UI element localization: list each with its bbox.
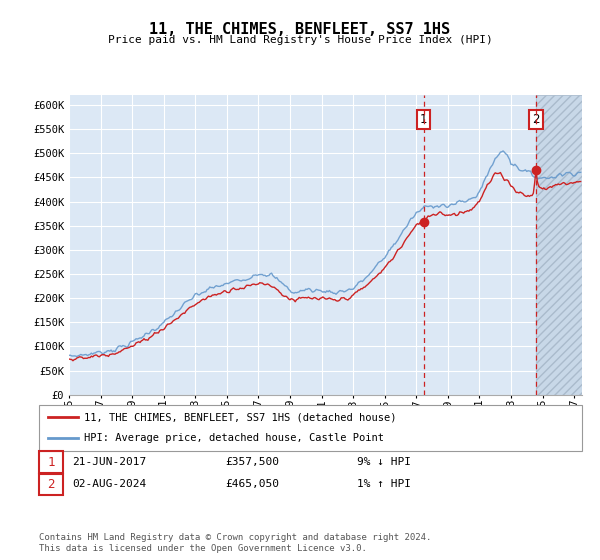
Text: HPI: Average price, detached house, Castle Point: HPI: Average price, detached house, Cast… <box>84 433 384 444</box>
Text: 1: 1 <box>47 455 55 469</box>
Text: 9% ↓ HPI: 9% ↓ HPI <box>357 457 411 467</box>
Text: 2: 2 <box>532 113 539 126</box>
Text: £465,050: £465,050 <box>225 479 279 489</box>
Text: Price paid vs. HM Land Registry's House Price Index (HPI): Price paid vs. HM Land Registry's House … <box>107 35 493 45</box>
Bar <box>536 95 582 395</box>
Text: 21-JUN-2017: 21-JUN-2017 <box>72 457 146 467</box>
Text: 2: 2 <box>47 478 55 491</box>
Text: £357,500: £357,500 <box>225 457 279 467</box>
Text: 1: 1 <box>420 113 427 126</box>
Text: 1% ↑ HPI: 1% ↑ HPI <box>357 479 411 489</box>
Text: 02-AUG-2024: 02-AUG-2024 <box>72 479 146 489</box>
Bar <box>536 95 582 395</box>
Text: 11, THE CHIMES, BENFLEET, SS7 1HS: 11, THE CHIMES, BENFLEET, SS7 1HS <box>149 22 451 38</box>
Text: Contains HM Land Registry data © Crown copyright and database right 2024.
This d: Contains HM Land Registry data © Crown c… <box>39 533 431 553</box>
Text: 11, THE CHIMES, BENFLEET, SS7 1HS (detached house): 11, THE CHIMES, BENFLEET, SS7 1HS (detac… <box>84 412 397 422</box>
